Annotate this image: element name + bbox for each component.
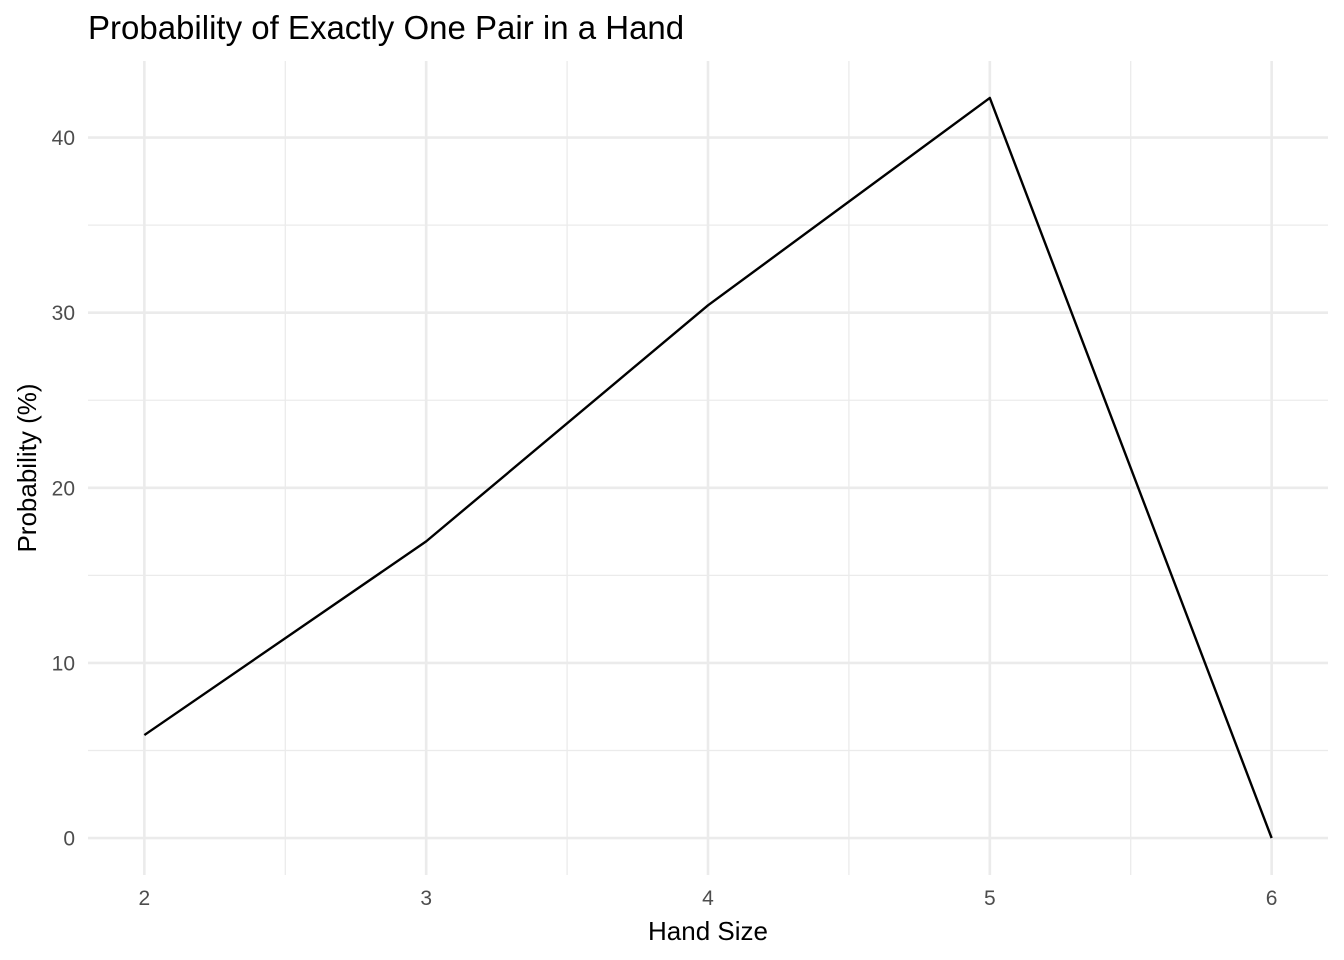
y-tick-label: 30 (52, 302, 75, 325)
gridlines (88, 61, 1328, 875)
x-axis-title: Hand Size (648, 916, 768, 946)
y-tick-label: 40 (52, 127, 75, 150)
x-tick-label: 6 (1266, 887, 1278, 910)
y-tick-label: 20 (52, 477, 75, 500)
y-tick-label: 10 (52, 652, 75, 675)
y-tick-label: 0 (63, 828, 75, 851)
chart-title: Probability of Exactly One Pair in a Han… (88, 9, 684, 46)
x-tick-label: 3 (420, 887, 432, 910)
y-axis-title: Probability (%) (12, 383, 42, 552)
series-line (143, 96, 1273, 839)
series-layer (143, 96, 1273, 839)
x-tick-label: 5 (984, 887, 996, 910)
x-tick-label: 4 (702, 887, 714, 910)
x-tick-label: 2 (139, 887, 151, 910)
tick-labels: 2 3 4 5 6 0 10 20 30 40 (52, 127, 1278, 910)
